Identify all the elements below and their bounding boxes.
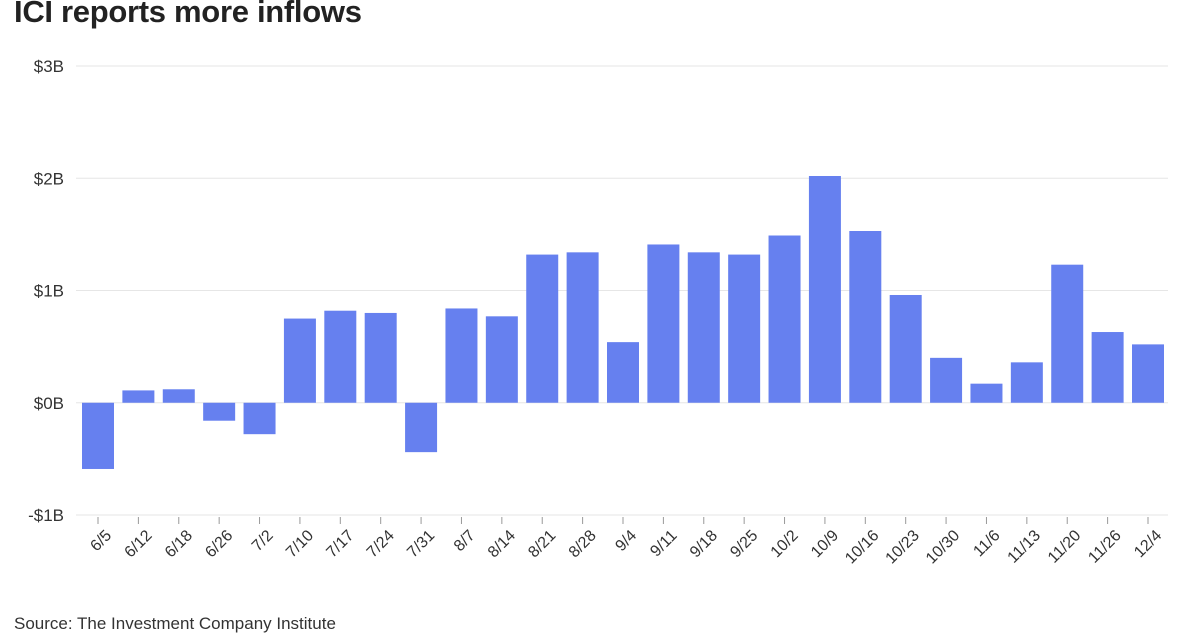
bar-9-25 bbox=[728, 254, 761, 403]
x-tick-label: 9/18 bbox=[687, 527, 721, 561]
bar-6-5 bbox=[82, 402, 114, 469]
bar-6-26 bbox=[203, 402, 236, 421]
y-tick-label: $3B bbox=[34, 57, 64, 76]
x-tick-label: 8/7 bbox=[451, 527, 479, 555]
bar-10-23 bbox=[889, 294, 922, 403]
bar-11-26 bbox=[1091, 332, 1124, 403]
x-tick-label: 8/21 bbox=[525, 527, 559, 561]
bars bbox=[82, 176, 1164, 469]
bar-9-18 bbox=[687, 252, 720, 403]
x-tick-label: 10/30 bbox=[923, 527, 963, 567]
bar-7-10 bbox=[283, 318, 316, 403]
x-tick-label: 10/23 bbox=[883, 527, 923, 567]
x-tick-label: 7/17 bbox=[323, 527, 357, 561]
x-tick-label: 11/20 bbox=[1045, 527, 1085, 567]
x-tick-label: 7/31 bbox=[404, 527, 438, 561]
bar-10-9 bbox=[808, 176, 841, 403]
bar-8-28 bbox=[566, 252, 599, 403]
x-tick-label: 7/24 bbox=[364, 527, 398, 561]
x-tick-label: 9/4 bbox=[612, 527, 640, 555]
bar-8-21 bbox=[526, 254, 559, 403]
x-axis-ticks bbox=[97, 517, 1149, 524]
source-note: Source: The Investment Company Institute bbox=[14, 614, 336, 633]
gridlines bbox=[76, 65, 1168, 516]
y-tick-label: $2B bbox=[34, 169, 64, 188]
bar-6-12 bbox=[122, 390, 155, 403]
bar-10-30 bbox=[930, 357, 963, 403]
x-tick-label: 12/4 bbox=[1131, 527, 1165, 561]
bar-11-6 bbox=[970, 383, 1003, 403]
bar-9-4 bbox=[607, 342, 639, 403]
x-tick-label: 9/11 bbox=[647, 527, 680, 560]
x-tick-label: 9/25 bbox=[727, 527, 761, 561]
x-tick-label: 6/5 bbox=[87, 527, 115, 555]
y-tick-label: $1B bbox=[34, 282, 64, 301]
x-tick-label: 11/26 bbox=[1085, 527, 1125, 567]
bar-11-13 bbox=[1010, 362, 1043, 403]
bar-9-11 bbox=[647, 244, 680, 403]
x-tick-label: 6/12 bbox=[122, 527, 156, 561]
bar-7-17 bbox=[324, 310, 357, 403]
x-tick-label: 8/14 bbox=[485, 527, 519, 561]
y-tick-label: $0B bbox=[34, 394, 64, 413]
x-tick-label: 10/16 bbox=[842, 527, 882, 567]
bar-6-18 bbox=[162, 389, 195, 403]
y-tick-label: -$1B bbox=[28, 506, 64, 525]
bar-7-2 bbox=[243, 402, 276, 435]
x-tick-label: 7/10 bbox=[283, 527, 317, 561]
x-tick-label: 11/13 bbox=[1005, 527, 1045, 567]
x-axis-labels: 6/5 6/12 6/18 6/26 7/2 7/10 7/17 7/24 7/31 8/7 8/1… bbox=[87, 527, 1165, 567]
x-tick-label: 7/2 bbox=[249, 527, 277, 555]
chart-title: ICI reports more inflows bbox=[14, 0, 362, 29]
x-tick-label: 8/28 bbox=[566, 527, 600, 561]
x-tick-label: 6/26 bbox=[202, 527, 236, 561]
y-axis-labels: $3B $2B $1B $0B -$1B bbox=[28, 57, 64, 525]
bar-7-24 bbox=[364, 312, 397, 403]
bar-12-4 bbox=[1132, 344, 1164, 403]
bar-10-16 bbox=[849, 231, 882, 403]
bar-11-20 bbox=[1051, 264, 1084, 403]
x-tick-label: 10/2 bbox=[768, 527, 802, 561]
bar-8-7 bbox=[445, 308, 478, 403]
x-tick-label: 10/9 bbox=[808, 527, 842, 561]
x-tick-label: 11/6 bbox=[970, 527, 1003, 560]
bar-7-31 bbox=[405, 402, 438, 453]
bar-8-14 bbox=[485, 316, 518, 403]
bar-10-2 bbox=[768, 235, 801, 403]
x-tick-label: 6/18 bbox=[162, 527, 196, 561]
